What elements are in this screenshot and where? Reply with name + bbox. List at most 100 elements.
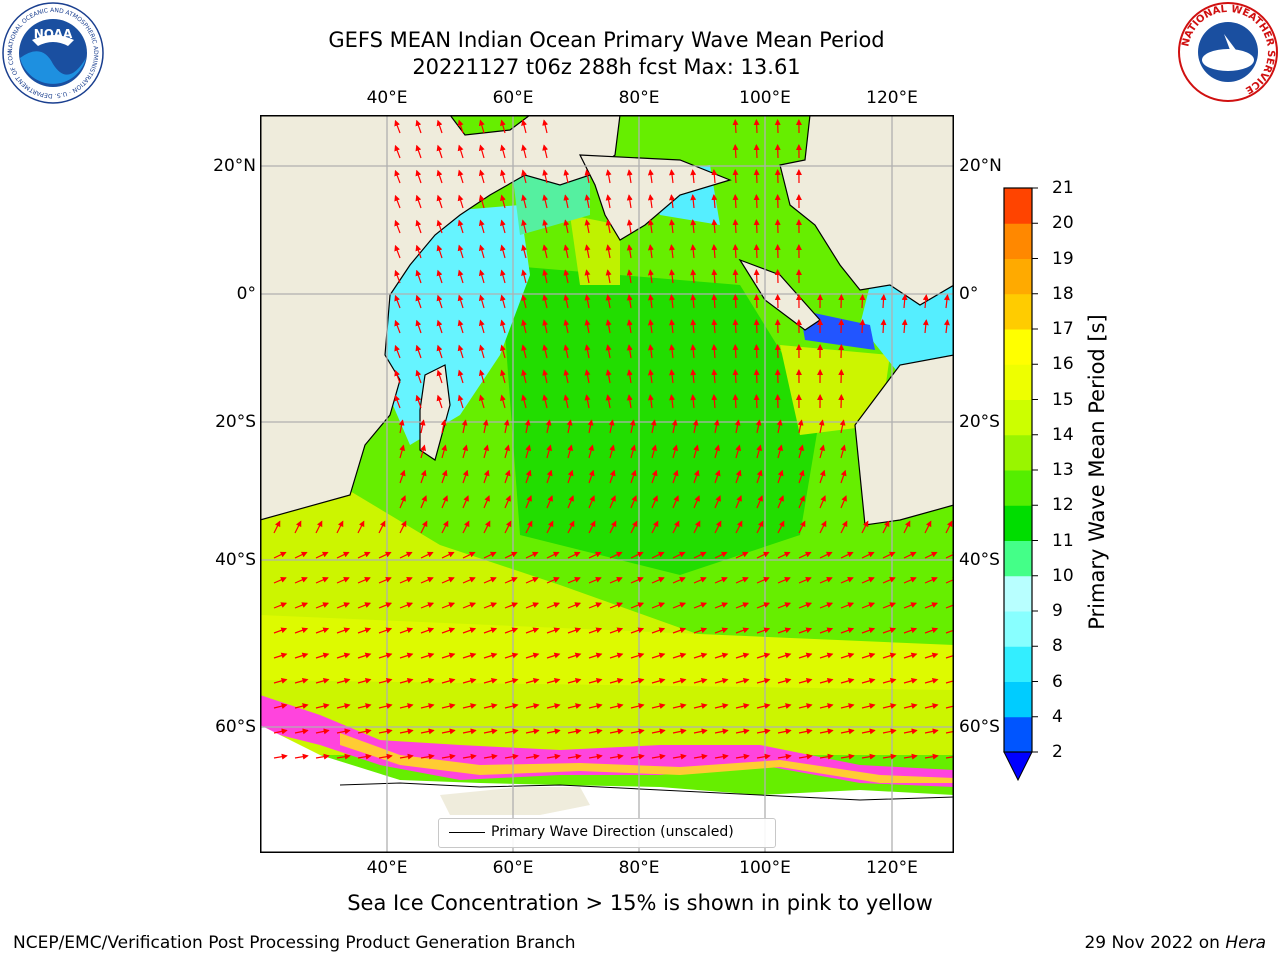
wave-direction-arrow: [753, 219, 760, 234]
wave-direction-arrow: [525, 520, 533, 534]
wave-direction-arrow: [943, 319, 950, 334]
wave-direction-arrow: [669, 344, 675, 359]
wave-direction-arrow: [756, 753, 771, 760]
wave-direction-arrow: [626, 219, 633, 234]
wave-direction-arrow: [457, 119, 464, 134]
wave-direction-arrow: [588, 551, 602, 559]
wave-direction-arrow: [630, 520, 638, 534]
wave-direction-arrow: [584, 269, 591, 284]
wave-direction-arrow: [294, 677, 309, 684]
wave-direction-arrow: [859, 319, 866, 334]
wave-direction-arrow: [630, 753, 645, 760]
wave-direction-arrow: [711, 219, 718, 234]
wave-direction-arrow: [630, 602, 645, 609]
wave-direction-arrow: [457, 194, 464, 209]
lat-label-right-0: 0°: [959, 284, 979, 304]
wave-direction-arrow: [777, 551, 791, 559]
wave-direction-arrow: [690, 394, 697, 409]
wave-direction-arrow: [441, 703, 456, 710]
wave-direction-arrow: [732, 219, 739, 234]
land-africa-arabia: [260, 115, 621, 521]
wave-direction-arrow: [901, 319, 908, 334]
wave-direction-arrow: [478, 369, 485, 384]
wave-direction-arrow: [690, 169, 697, 184]
wave-direction-arrow: [630, 444, 637, 459]
wave-direction-arrow: [336, 602, 351, 609]
lon-label-bottom-100e: 100°E: [739, 858, 791, 878]
lon-label-top-100e: 100°E: [739, 88, 791, 108]
wave-direction-arrow: [777, 753, 792, 760]
wave-direction-arrow: [903, 677, 918, 684]
wave-direction-arrow: [735, 495, 742, 509]
wave-direction-arrow: [945, 551, 954, 559]
wave-direction-arrow: [273, 753, 288, 760]
wave-direction-arrow: [693, 469, 700, 484]
wave-direction-arrow: [546, 577, 560, 584]
wave-direction-arrow: [336, 520, 344, 534]
wave-direction-arrow: [457, 319, 464, 334]
wave-direction-arrow: [735, 677, 750, 684]
wave-direction-arrow: [500, 194, 506, 209]
wave-direction-arrow: [567, 677, 582, 684]
wave-direction-arrow: [415, 369, 422, 384]
wave-direction-arrow: [735, 577, 749, 584]
wave-direction-arrow: [903, 520, 911, 534]
wave-direction-arrow: [798, 444, 805, 459]
wave-direction-arrow: [478, 269, 485, 284]
colorbar-band: [1004, 188, 1032, 224]
wave-direction-arrow: [693, 652, 708, 659]
wave-direction-arrow: [336, 652, 351, 659]
wave-direction-arrow: [588, 469, 595, 484]
wave-direction-arrow: [882, 703, 897, 710]
wave-direction-arrow: [732, 119, 739, 134]
wave-direction-arrow: [669, 294, 675, 309]
colorbar-band: [1004, 399, 1032, 436]
wave-direction-arrow: [336, 627, 351, 634]
wave-direction-arrow: [478, 294, 485, 309]
wave-direction-arrow: [840, 551, 854, 559]
wave-direction-arrow: [436, 219, 443, 234]
wave-direction-arrow: [798, 652, 813, 659]
wave-direction-arrow: [882, 602, 897, 609]
wave-direction-arrow: [630, 703, 645, 710]
wave-direction-arrow: [626, 244, 633, 259]
wave-direction-arrow: [394, 119, 401, 134]
wave-direction-arrow: [777, 627, 792, 634]
wave-direction-arrow: [588, 627, 603, 634]
wave-direction-arrow: [588, 728, 603, 735]
sea-ice-note: Sea Ice Concentration > 15% is shown in …: [347, 891, 933, 915]
colorbar-tick-label: 12: [1052, 495, 1074, 516]
wave-direction-arrow: [483, 753, 498, 760]
wave-direction-arrow: [483, 551, 497, 559]
wave-direction-arrow: [399, 577, 413, 584]
wave-direction-arrow: [924, 677, 939, 684]
wave-direction-arrow: [394, 269, 401, 284]
wave-direction-arrow: [399, 520, 407, 534]
wave-direction-arrow: [651, 728, 666, 735]
wave-direction-arrow: [735, 652, 750, 659]
wave-direction-arrow: [861, 677, 876, 684]
wave-direction-arrow: [732, 194, 739, 209]
wave-direction-arrow: [756, 703, 771, 710]
wave-direction-arrow: [714, 602, 729, 609]
wave-direction-arrow: [840, 753, 855, 760]
wave-direction-arrow: [669, 219, 675, 234]
colorbar-tick-label: 11: [1052, 530, 1074, 551]
wave-direction-arrow: [415, 169, 422, 184]
wave-direction-arrow: [415, 344, 422, 359]
wave-direction-arrow: [563, 269, 570, 284]
wave-direction-arrow: [500, 344, 506, 359]
wave-direction-arrow: [525, 753, 540, 760]
wave-direction-arrow: [500, 219, 506, 234]
lat-label-left-0: 0°: [236, 284, 256, 304]
wave-direction-arrow: [861, 520, 869, 534]
wave-direction-arrow: [756, 551, 770, 559]
wave-direction-arrow: [690, 344, 697, 359]
wave-direction-arrow: [483, 520, 491, 534]
colorbar-tick-label: 13: [1052, 460, 1074, 480]
wave-direction-arrow: [756, 495, 763, 509]
wave-direction-arrow: [525, 495, 532, 509]
wave-direction-arrow: [714, 627, 729, 634]
wave-direction-arrow: [840, 728, 855, 735]
wave-direction-arrow: [399, 469, 406, 484]
